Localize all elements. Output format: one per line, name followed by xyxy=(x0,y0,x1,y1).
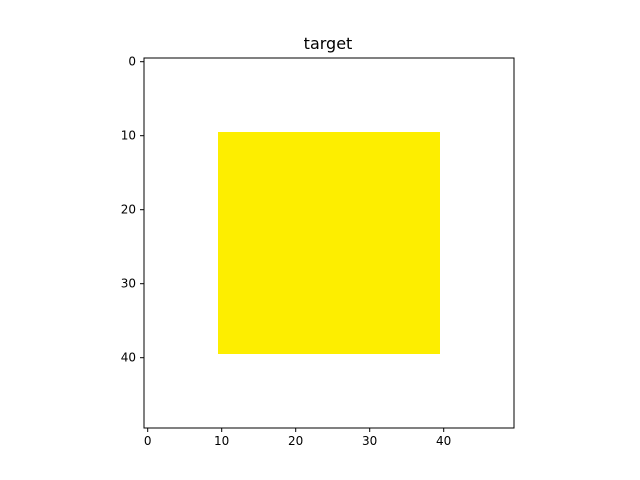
filled-region xyxy=(218,132,440,354)
x-tick-label: 20 xyxy=(288,434,303,448)
axes-frame xyxy=(143,57,515,429)
y-tick-label: 0 xyxy=(128,55,136,69)
x-tick-label: 30 xyxy=(362,434,377,448)
y-tick-label: 20 xyxy=(121,203,136,217)
chart-title: target xyxy=(304,34,353,53)
x-tick-label: 0 xyxy=(144,434,152,448)
y-axis: 0 10 20 30 40 xyxy=(121,55,144,365)
x-axis: 0 10 20 30 40 xyxy=(144,428,451,448)
plot-area xyxy=(144,58,514,428)
y-tick-label: 30 xyxy=(121,277,136,291)
x-tick-label: 40 xyxy=(436,434,451,448)
y-tick-label: 40 xyxy=(121,351,136,365)
y-tick-label: 10 xyxy=(121,129,136,143)
x-tick-label: 10 xyxy=(214,434,229,448)
